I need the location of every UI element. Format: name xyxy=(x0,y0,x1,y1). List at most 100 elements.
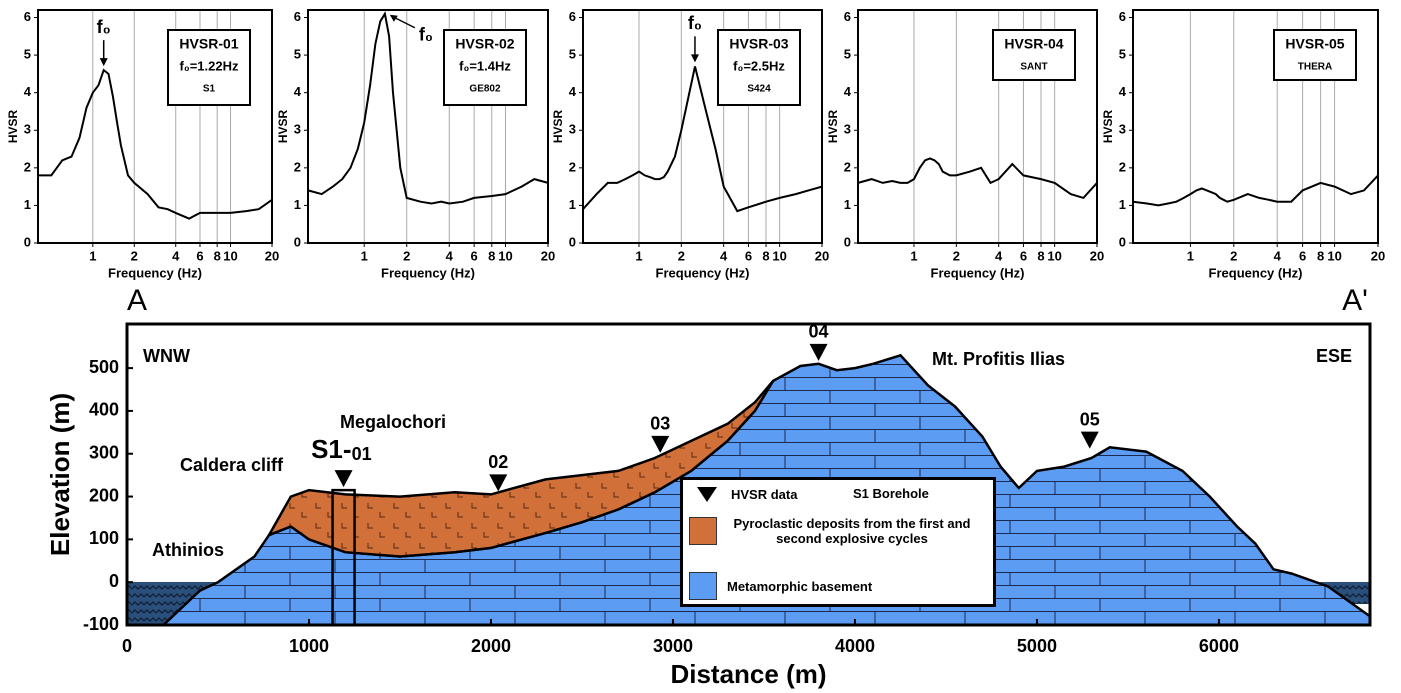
arrow-head xyxy=(389,14,398,22)
peak-label: f₀ xyxy=(419,25,433,45)
x-tick-label: 6000 xyxy=(1199,636,1239,656)
plot-frame xyxy=(857,9,1098,244)
label-box xyxy=(167,29,251,106)
x-tick-label: 20 xyxy=(1371,248,1385,263)
label-box xyxy=(1273,29,1357,81)
y-tick-label: 400 xyxy=(89,400,119,420)
label-box xyxy=(443,29,527,106)
station-marker xyxy=(489,474,508,492)
box-text: f₀=1.22Hz xyxy=(180,58,239,73)
y-tick-label: 4 xyxy=(569,84,577,99)
box-text: S1 xyxy=(203,84,216,95)
y-tick-label: 6 xyxy=(569,9,576,24)
x-tick-label: 5000 xyxy=(1017,636,1057,656)
x-tick-label: 20 xyxy=(265,248,279,263)
plot-frame xyxy=(125,322,1372,627)
x-tick-label: 2 xyxy=(131,248,138,263)
y-tick-label: 300 xyxy=(89,442,119,462)
x-tick-label: 8 xyxy=(1317,248,1324,263)
legend-swatch xyxy=(689,517,717,545)
box-text: SANT xyxy=(1020,62,1047,73)
y-axis-label: HVSR xyxy=(551,109,565,143)
y-tick-label: 5 xyxy=(294,47,301,62)
x-tick-label: 20 xyxy=(815,248,829,263)
y-tick-label: 2 xyxy=(569,159,576,174)
x-tick-label: 2 xyxy=(953,248,960,263)
y-tick-label: 3 xyxy=(844,122,851,137)
y-tick-label: 2 xyxy=(844,159,851,174)
station-marker xyxy=(1080,431,1099,449)
y-tick-label: 4 xyxy=(1119,84,1127,99)
x-tick-label: 3000 xyxy=(653,636,693,656)
station-label: 04 xyxy=(809,322,829,342)
section-end-label: A' xyxy=(1342,284,1368,317)
plot-frame xyxy=(1132,9,1379,244)
station-label: 03 xyxy=(650,414,670,434)
station-name: HVSR-01 xyxy=(179,36,238,52)
legend-label: Pyroclastic deposits from the first and … xyxy=(733,516,971,546)
station-name: HVSR-04 xyxy=(1004,36,1063,52)
x-tick-label: 4 xyxy=(446,248,454,263)
x-tick-label: 20 xyxy=(1090,248,1104,263)
legend-item: Pyroclastic deposits from the first and … xyxy=(689,516,989,546)
y-tick-label: 0 xyxy=(24,234,31,249)
station-name: HVSR-05 xyxy=(1285,36,1344,52)
y-tick-label: 4 xyxy=(844,84,852,99)
plot-frame xyxy=(37,9,273,244)
legend-swatch xyxy=(689,572,717,600)
x-tick-label: 10 xyxy=(1327,248,1341,263)
x-tick-label: 4 xyxy=(1274,248,1282,263)
y-tick-label: 4 xyxy=(294,84,302,99)
y-tick-label: 0 xyxy=(844,234,851,249)
hvsr-curve xyxy=(38,68,273,220)
x-tick-label: 8 xyxy=(762,248,769,263)
x-tick-label: 8 xyxy=(1037,248,1044,263)
y-axis-label: HVSR xyxy=(276,109,290,143)
annotation: ESE xyxy=(1316,346,1352,366)
y-tick-label: 1 xyxy=(844,197,851,212)
y-tick-label: 5 xyxy=(1119,47,1126,62)
x-tick-label: 6 xyxy=(745,248,752,263)
box-text: f₀=1.4Hz xyxy=(459,58,511,73)
y-tick-label: 3 xyxy=(24,122,31,137)
x-tick-label: 6 xyxy=(196,248,203,263)
borehole-label: S1- xyxy=(311,434,351,464)
annotation: Caldera cliff xyxy=(180,455,284,475)
box-text: S424 xyxy=(747,84,771,95)
y-tick-label: 500 xyxy=(89,357,119,377)
x-tick-label: 1 xyxy=(1187,248,1194,263)
y-tick-label: -100 xyxy=(83,614,119,634)
y-tick-label: 5 xyxy=(24,47,31,62)
y-tick-label: 3 xyxy=(294,122,301,137)
label-box xyxy=(992,29,1076,81)
x-tick-label: 4 xyxy=(995,248,1003,263)
y-tick-label: 0 xyxy=(569,234,576,249)
arrow-head xyxy=(99,58,108,67)
x-axis-label: Frequency (Hz) xyxy=(1209,265,1303,280)
x-tick-label: 6 xyxy=(471,248,478,263)
y-axis-label: HVSR xyxy=(826,109,840,143)
x-tick-label: 10 xyxy=(772,248,786,263)
station-name: HVSR-03 xyxy=(729,36,788,52)
station-label: 05 xyxy=(1080,409,1100,429)
x-tick-label: 1 xyxy=(89,248,96,263)
legend-label: HVSR data xyxy=(731,486,798,502)
box-text: GE802 xyxy=(469,84,501,95)
y-tick-label: 2 xyxy=(24,159,31,174)
label-box xyxy=(717,29,801,106)
x-axis-label: Frequency (Hz) xyxy=(381,265,475,280)
y-tick-label: 0 xyxy=(109,571,119,591)
x-tick-label: 4000 xyxy=(835,636,875,656)
x-axis-label: Frequency (Hz) xyxy=(108,265,202,280)
legend-label: Metamorphic basement xyxy=(727,578,873,594)
annotation: Megalochori xyxy=(340,412,446,432)
annotation: WNW xyxy=(143,346,190,366)
x-tick-label: 4 xyxy=(720,248,728,263)
y-tick-label: 6 xyxy=(844,9,851,24)
y-tick-label: 1 xyxy=(294,197,301,212)
x-tick-label: 1 xyxy=(361,248,368,263)
y-axis-label: HVSR xyxy=(1101,109,1115,143)
hvsr-curve xyxy=(307,11,549,205)
legend-item: HVSR data xyxy=(697,486,797,502)
x-axis-label: Frequency (Hz) xyxy=(656,265,750,280)
